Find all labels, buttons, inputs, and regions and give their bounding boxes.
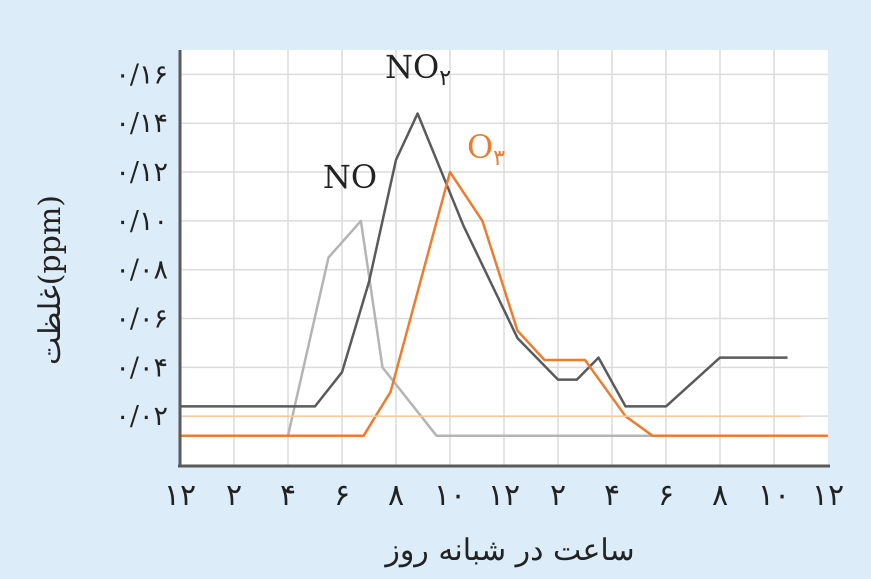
x-tick-label: ۴ (280, 478, 296, 513)
y-tick-label: ۰/۱۰ (115, 206, 168, 237)
x-tick-labels: ۱۲ ۲ ۴ ۶ ۸ ۱۰ ۱۲ ۲ ۴ ۶ ۸ ۱۰ ۱۲ (164, 478, 844, 513)
series-group (180, 112, 828, 437)
series-line-o-sub (180, 170, 828, 437)
x-tick-label: ۱۰ (434, 478, 466, 513)
grid (180, 50, 828, 465)
series-labels: NO NO۲ O۳ (323, 48, 505, 196)
y-tick-label: ۰/۰۶ (115, 304, 168, 335)
x-tick-label: ۶ (658, 478, 674, 513)
y-axis-label: غلظت(ppm) (33, 195, 68, 365)
y-tick-label: ۰/۰۸ (115, 255, 168, 286)
x-tick-label: ۱۲ (488, 478, 520, 513)
y-tick-label: ۰/۰۴ (115, 352, 168, 383)
x-tick-label: ۱۰ (758, 478, 790, 513)
series-label-3: O۳ (467, 128, 505, 171)
y-tick-label: ۰/۱۶ (115, 59, 168, 90)
y-tick-labels: ۰/۰۲ ۰/۰۴ ۰/۰۶ ۰/۰۸ ۰/۱۰ ۰/۱۲ ۰/۱۴ ۰/۱۶ (115, 59, 168, 432)
x-tick-label: ۴ (604, 478, 620, 513)
x-tick-label: ۸ (388, 478, 404, 513)
series-label-2: NO۲ (385, 48, 451, 91)
y-tick-label: ۰/۱۴ (115, 108, 168, 139)
axes (178, 50, 830, 468)
x-axis-label: ساعت در شبانه روز (383, 533, 634, 568)
x-tick-label: ۲ (226, 478, 242, 513)
x-tick-label: ۱۲ (812, 478, 844, 513)
x-tick-label: ۲ (550, 478, 566, 513)
x-tick-label: ۱۲ (164, 478, 196, 513)
x-tick-label: ۸ (712, 478, 728, 513)
y-tick-label: ۰/۱۲ (115, 157, 168, 188)
x-tick-label: ۶ (334, 478, 350, 513)
y-tick-label: ۰/۰۲ (115, 401, 168, 432)
series-label-1: NO (323, 158, 377, 196)
series-line-no-sub (180, 112, 788, 408)
